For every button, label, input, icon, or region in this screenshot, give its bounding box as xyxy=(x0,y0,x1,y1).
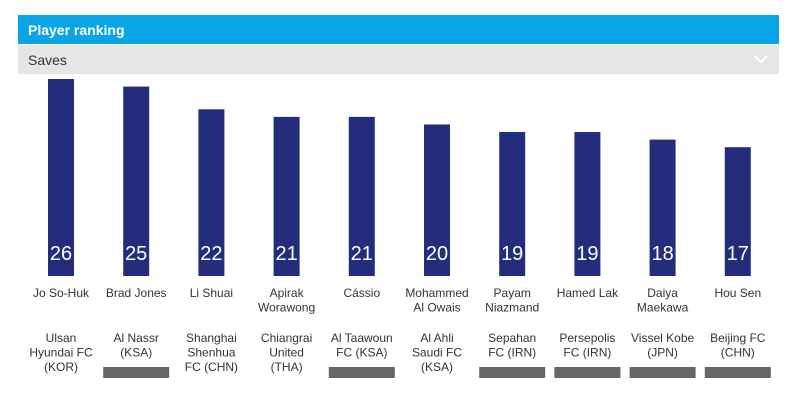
player-name-label: Cássio xyxy=(343,286,380,300)
bar xyxy=(198,109,225,276)
bar-value-label: 18 xyxy=(651,243,673,265)
player-name-label: Daiya Maekawa xyxy=(637,286,689,315)
bar xyxy=(348,116,375,276)
club-name-label: Al Nassr (KSA) xyxy=(114,331,159,360)
metric-dropdown-value: Saves xyxy=(28,52,67,68)
panel-header: Player ranking xyxy=(18,15,779,44)
bar-value-label: 26 xyxy=(50,243,72,265)
bar-value-label: 22 xyxy=(200,243,222,265)
club-name-label: Al Ahli Saudi FC (KSA) xyxy=(412,331,462,374)
club-name-label: Chiangrai United (THA) xyxy=(261,331,312,374)
player-name-label: Hamed Lak xyxy=(557,286,619,300)
bar-value-label: 25 xyxy=(125,243,147,265)
player-name-label: Payam Niazmand xyxy=(485,286,539,315)
bar-value-label: 17 xyxy=(727,243,749,265)
club-name-label: Beijing FC (CHN) xyxy=(710,331,766,360)
panel-title: Player ranking xyxy=(28,22,125,38)
bar xyxy=(649,139,676,276)
bar-value-label: 20 xyxy=(426,243,448,265)
club-badge-placeholder xyxy=(103,367,170,378)
bar-value-label: 21 xyxy=(351,243,373,265)
bar-value-label: 19 xyxy=(576,243,598,265)
club-badge-placeholder xyxy=(704,367,771,378)
bar-value-label: 21 xyxy=(275,243,297,265)
bar xyxy=(724,147,751,276)
bar xyxy=(123,86,150,276)
chevron-down-icon xyxy=(754,55,768,64)
metric-dropdown[interactable]: Saves xyxy=(18,45,779,74)
club-name-label: Vissel Kobe (JPN) xyxy=(631,331,694,360)
bar xyxy=(574,132,601,276)
player-name-label: Apirak Worawong xyxy=(258,286,315,315)
club-badge-placeholder xyxy=(629,367,696,378)
bar xyxy=(424,124,450,276)
club-badge-placeholder xyxy=(479,367,546,378)
bar-value-label: 19 xyxy=(501,243,523,265)
club-badge-placeholder xyxy=(328,367,395,378)
player-name-label: Li Shuai xyxy=(190,286,233,300)
player-name-label: Jo So-Huk xyxy=(33,286,90,300)
club-badge-placeholder xyxy=(554,367,621,378)
player-name-label: Brad Jones xyxy=(106,286,167,300)
club-name-label: Al Taawoun FC (KSA) xyxy=(331,331,393,360)
player-name-label: Mohammed Al Owais xyxy=(405,286,468,315)
club-name-label: Sepahan FC (IRN) xyxy=(488,331,536,360)
bar xyxy=(48,79,74,276)
club-name-label: Persepolis FC (IRN) xyxy=(559,331,615,360)
bar xyxy=(273,116,300,276)
player-name-label: Hou Sen xyxy=(714,286,761,300)
club-name-label: Shanghai Shenhua FC (CHN) xyxy=(185,331,238,374)
club-name-label: Ulsan Hyundai FC (KOR) xyxy=(29,331,93,374)
bar xyxy=(499,132,526,276)
